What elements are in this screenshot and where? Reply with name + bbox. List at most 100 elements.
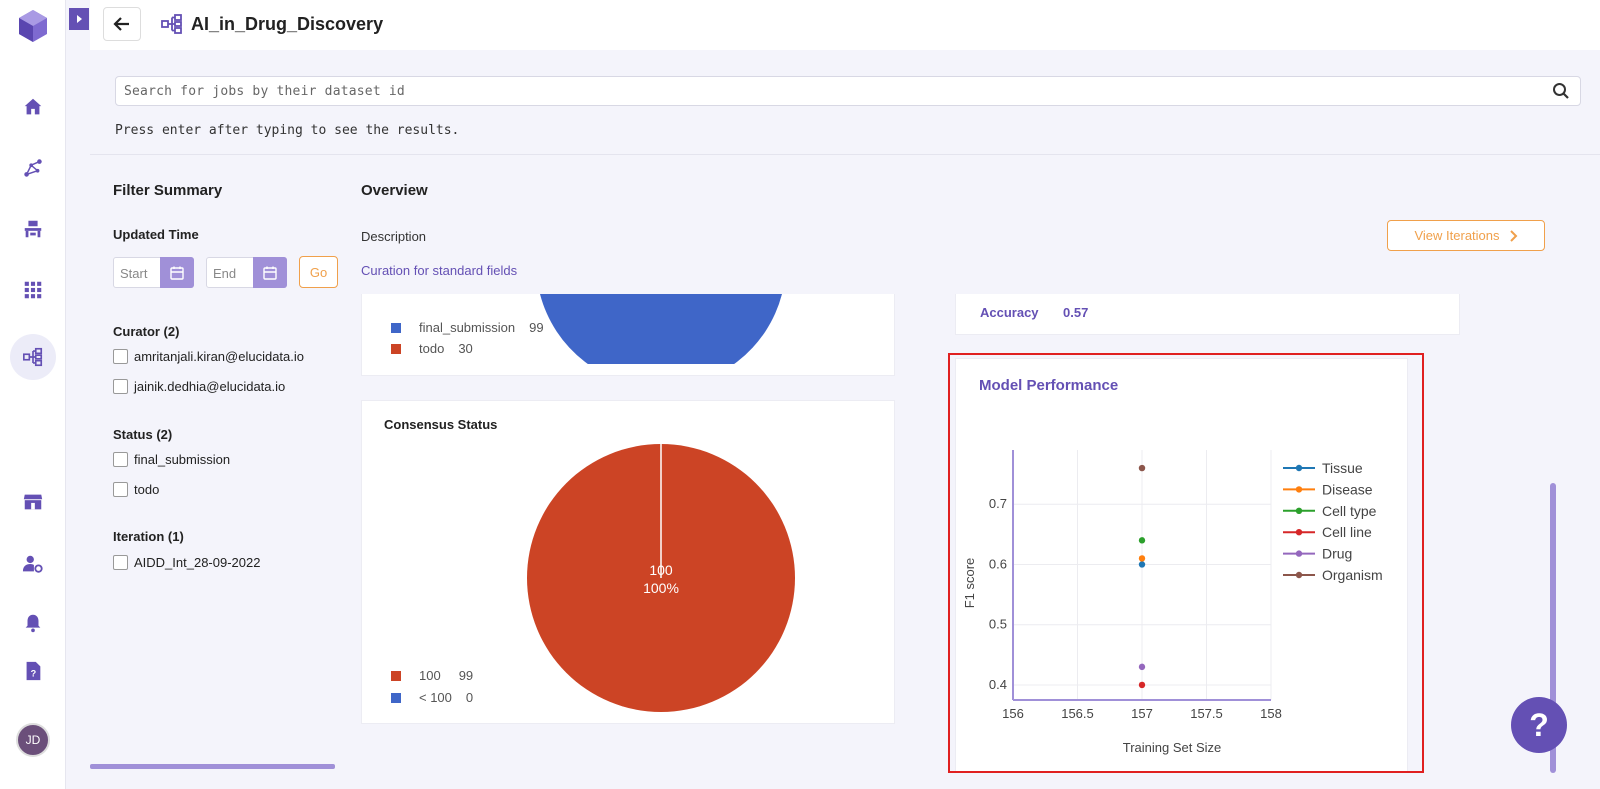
status-label: Status (2) [113,427,173,442]
checkbox[interactable] [113,378,128,394]
checkbox[interactable] [113,348,128,364]
legend-marker [1295,571,1303,579]
legend-label: Disease [1322,481,1373,497]
x-tick-label: 158 [1260,706,1282,721]
data-point-disease [1138,555,1146,562]
legend-value: 30 [458,341,473,356]
checkbox[interactable] [113,554,128,570]
y-axis-label: F1 score [962,558,977,609]
iteration-option[interactable]: AIDD_Int_28-09-2022 [113,553,260,571]
y-tick-label: 0.4 [989,677,1007,692]
status-pie-chart [540,294,782,364]
legend-label: Organism [1322,567,1383,583]
status-legend-item: todo 30 [391,341,473,356]
storefront-icon[interactable] [18,487,48,517]
help-button[interactable]: ? [1511,697,1567,753]
calendar-icon [170,266,184,280]
consensus-status-title: Consensus Status [384,417,498,432]
apps-grid-icon[interactable] [18,275,48,305]
vertical-scrollbar[interactable] [1550,483,1556,773]
end-date-field[interactable]: End [206,257,287,288]
help-document-icon[interactable]: ? [18,656,48,686]
legend-marker [1295,507,1303,514]
curator-option[interactable]: amritanjali.kiran@elucidata.io [113,347,304,365]
notifications-bell-icon[interactable] [18,608,48,638]
pie-slice-value: 100 [649,562,673,578]
svg-text:?: ? [31,669,37,679]
app-logo-icon[interactable] [16,8,50,44]
home-icon[interactable] [18,92,48,122]
legend-marker [1295,529,1303,536]
workbench-icon[interactable] [18,214,48,244]
iteration-option-label: AIDD_Int_28-09-2022 [134,554,261,570]
legend-value: 99 [529,320,544,335]
workflow-icon [161,14,182,34]
data-point-tissue [1138,561,1146,568]
x-tick-label: 157.5 [1190,706,1223,721]
legend-swatch [391,692,401,703]
curator-option-label: jainik.dedhia@elucidata.io [134,378,286,394]
curator-option[interactable]: jainik.dedhia@elucidata.io [113,377,285,395]
search-icon[interactable] [1552,82,1570,100]
end-calendar-button[interactable] [253,257,287,288]
legend-marker [1295,486,1303,493]
start-date-placeholder: Start [120,266,148,281]
chevron-right-icon [1509,229,1517,242]
graph-explore-icon[interactable] [18,153,48,183]
status-option[interactable]: todo [113,480,159,498]
view-iterations-button[interactable]: View Iterations [1387,220,1545,251]
status-pie-slice-final-submission [540,294,782,364]
legend-marker [1295,550,1303,557]
pie-slice-percent: 100% [643,580,679,596]
legend-label: Cell line [1322,524,1372,540]
legend-value: 99 [458,668,474,683]
legend-value: 0 [465,690,474,705]
status-legend-item: final_submission 99 [391,320,544,335]
start-date-field[interactable]: Start [113,257,194,288]
legend-label: todo [419,341,445,356]
consensus-legend-item: < 100 0 [391,690,473,705]
calendar-icon [263,266,277,280]
status-option-label: final_submission [134,451,231,467]
search-hint: Press enter after typing to see the resu… [115,123,460,138]
x-tick-label: 156 [1002,706,1024,721]
y-tick-label: 0.5 [989,617,1007,632]
data-point-drug [1138,663,1146,671]
legend-label: 100 [419,668,441,683]
back-button[interactable] [103,7,141,41]
horizontal-scroll-indicator[interactable] [90,764,335,769]
legend-swatch [391,670,401,681]
curator-label: Curator (2) [113,324,180,339]
legend-swatch [391,343,401,354]
sidebar-expand-toggle[interactable] [69,8,89,30]
model-performance-title: Model Performance [979,377,1119,394]
x-axis-label: Training Set Size [1123,740,1222,755]
top-bar: AI_in_Drug_Discovery [90,0,1600,50]
accuracy-card: Accuracy 0.57 [955,294,1460,335]
arrow-left-icon [113,17,129,31]
caret-right-icon [77,15,82,23]
start-calendar-button[interactable] [160,257,194,288]
accuracy-label: Accuracy [980,305,1039,320]
model-performance-card [955,358,1408,773]
status-pie-card: final_submission 99 todo 30 [361,294,895,376]
dataset-search-input[interactable] [115,76,1581,106]
checkbox[interactable] [113,481,128,497]
data-point-cell-type [1138,537,1146,544]
x-tick-label: 156.5 [1061,706,1094,721]
consensus-pie-chart: 100 100% [527,444,795,712]
updated-time-label: Updated Time [113,227,199,242]
curator-option-label: amritanjali.kiran@elucidata.io [134,348,304,364]
user-avatar[interactable]: JD [16,723,50,757]
legend-swatch [391,322,401,333]
go-button[interactable]: Go [299,256,338,288]
user-settings-icon[interactable] [18,549,48,579]
model-performance-chart: 156 156.5 157 157.5 158 0.4 0.5 0.6 0.7 Training … [962,450,1383,755]
end-date-placeholder: End [213,266,237,281]
consensus-legend-item: 100 99 [391,668,473,683]
page-title: AI_in_Drug_Discovery [191,14,384,34]
status-option[interactable]: final_submission [113,450,230,468]
description-value: Curation for standard fields [361,263,518,278]
curation-workflow-icon[interactable] [18,342,48,372]
checkbox[interactable] [113,451,128,467]
